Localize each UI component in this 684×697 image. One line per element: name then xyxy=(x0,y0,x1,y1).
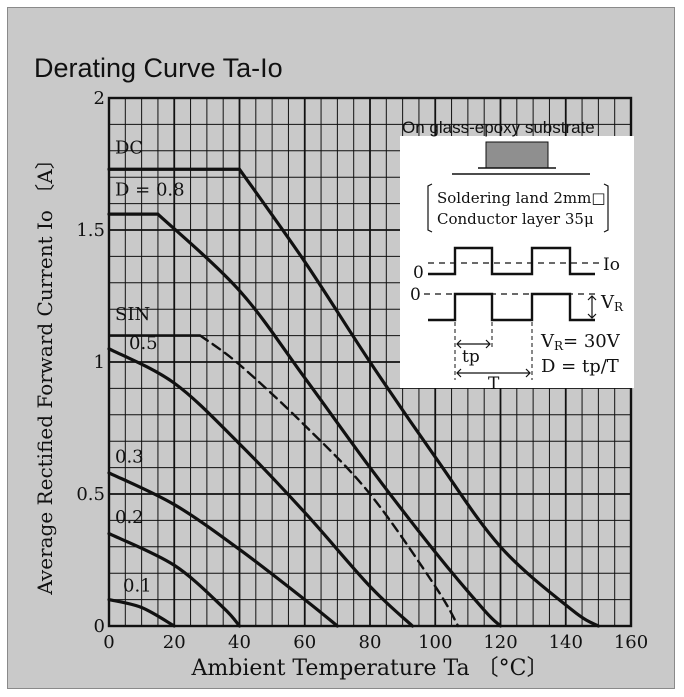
substrate-note: On glass-epoxy substrate xyxy=(402,118,595,137)
bracket-right xyxy=(603,183,609,233)
y-tick-label: 0.5 xyxy=(76,484,105,505)
curve-line xyxy=(107,212,503,628)
vr-equation-v: V xyxy=(540,331,555,352)
vr-label-main: V xyxy=(600,292,615,313)
inset-panel: On glass-epoxy substrate Soldering land … xyxy=(400,118,634,394)
io-waveform xyxy=(428,246,595,276)
x-tick-label: 20 xyxy=(163,632,186,653)
period-arrow xyxy=(456,368,531,378)
curve-line xyxy=(107,532,242,628)
curve-line xyxy=(107,471,339,628)
curve-line xyxy=(199,334,460,628)
io-label: Io xyxy=(603,255,620,275)
x-tick-label: 160 xyxy=(614,632,648,653)
x-tick-label: 40 xyxy=(228,632,251,653)
curve-labels: DC D = 0.8 SIN 0.5 0.3 0.2 0.1 xyxy=(115,137,185,596)
vr-equation-sub: R xyxy=(554,339,564,353)
curve-label: DC xyxy=(115,137,143,158)
x-tick-label: 60 xyxy=(293,632,316,653)
vr-equation-value: = 30V xyxy=(563,331,621,352)
component-sketch xyxy=(485,141,549,169)
x-tick-label: 100 xyxy=(418,632,452,653)
curve-line xyxy=(107,598,176,628)
curve-line xyxy=(107,167,600,628)
tick-labels: 0 20 40 60 80 100 120 140 160 0 0.5 1 1.5 2 xyxy=(76,88,648,653)
y-axis-label: Average Rectified Forward Current Io 〔A〕 xyxy=(33,149,57,595)
curve-label: SIN xyxy=(115,304,150,325)
vr-waveform xyxy=(428,292,595,322)
x-tick-label: 0 xyxy=(103,632,114,653)
x-tick-label: 120 xyxy=(483,632,517,653)
vr-label-sub: R xyxy=(614,300,624,314)
x-tick-label: 80 xyxy=(359,632,382,653)
curve-label: 0.1 xyxy=(123,576,152,597)
y-tick-label: 2 xyxy=(94,88,105,109)
curve-label: D = 0.8 xyxy=(115,180,185,201)
inset-background xyxy=(400,136,634,388)
tp-label: tp xyxy=(462,347,480,367)
y-tick-label: 1.5 xyxy=(76,220,105,241)
period-label: T xyxy=(488,374,500,394)
chart-title: Derating Curve Ta-Io xyxy=(34,53,283,83)
y-tick-label: 1 xyxy=(94,352,105,373)
bracket-left xyxy=(427,183,433,233)
curves xyxy=(107,167,600,628)
y-tick-label: 0 xyxy=(94,616,105,637)
duty-equation: D = tp/T xyxy=(541,356,619,377)
curve-label: 0.5 xyxy=(129,333,158,354)
soldering-land-text: Soldering land 2mm□ xyxy=(437,189,606,207)
tp-arrow xyxy=(456,339,491,349)
vr-label: VR xyxy=(600,292,624,314)
vr-equation: VR= 30V xyxy=(540,331,621,353)
vr-arrow xyxy=(587,295,597,319)
io-zero-label: 0 xyxy=(413,263,424,283)
x-tick-label: 140 xyxy=(549,632,583,653)
x-axis-label: Ambient Temperature Ta 〔°C〕 xyxy=(191,656,549,681)
curve-line xyxy=(107,347,415,628)
curve-label: 0.2 xyxy=(115,507,144,528)
vr-zero-label: 0 xyxy=(410,285,421,305)
conductor-layer-text: Conductor layer 35μ xyxy=(437,210,594,228)
curve-label: 0.3 xyxy=(115,446,144,467)
